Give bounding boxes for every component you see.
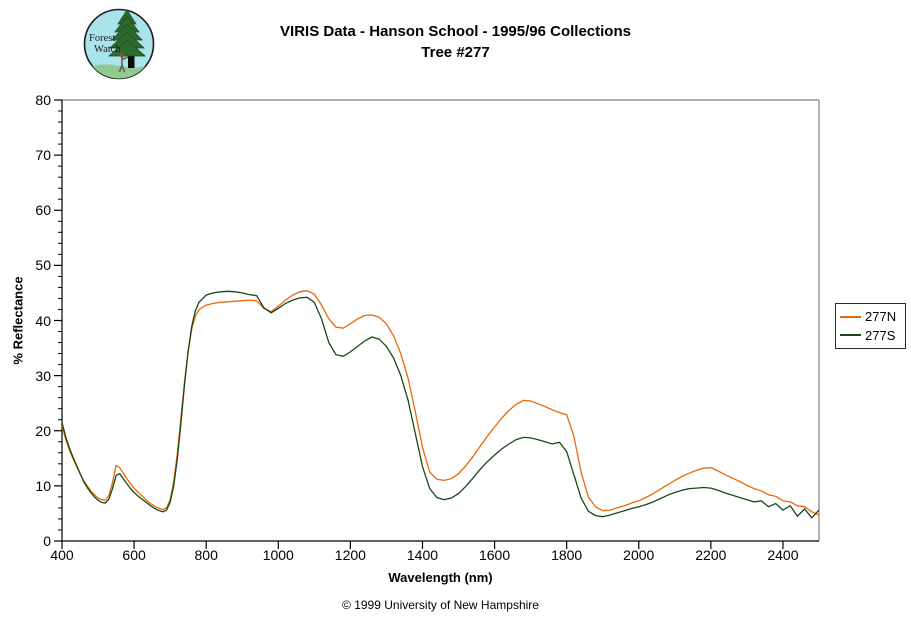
forest-watch-logo: Forest Watch xyxy=(82,6,156,82)
x-axis-title: Wavelength (nm) xyxy=(388,570,493,585)
copyright-text: © 1999 University of New Hampshire xyxy=(342,598,539,612)
y-tick-label: 70 xyxy=(35,147,51,164)
series-line-277n xyxy=(61,290,820,516)
y-tick-label: 40 xyxy=(35,312,51,329)
x-tick-label: 2200 xyxy=(695,547,727,563)
legend: 277N 277S xyxy=(835,303,906,349)
x-tick-label: 600 xyxy=(122,547,146,563)
legend-line-sample-277n xyxy=(840,315,861,318)
x-tick-label: 2000 xyxy=(623,547,655,563)
logo-text-watch: Watch xyxy=(94,44,121,55)
legend-label-277s: 277S xyxy=(865,327,896,343)
page-title-line2: Tree #277 xyxy=(421,44,490,61)
legend-item-277s: 277S xyxy=(836,329,905,342)
forest-watch-logo-image: Forest Watch xyxy=(83,8,155,80)
series-line-277s xyxy=(61,290,820,519)
x-tick-label: 1000 xyxy=(262,547,294,563)
logo-person xyxy=(118,52,129,73)
y-tick-label: 10 xyxy=(35,477,51,494)
logo-tree xyxy=(107,9,147,68)
y-tick-label: 50 xyxy=(35,257,51,274)
legend-line-sample-277s xyxy=(840,334,861,337)
legend-item-277n: 277N xyxy=(836,310,905,323)
y-tick-label: 60 xyxy=(35,202,51,219)
y-tick-label: 0 xyxy=(43,533,51,549)
x-tick-label: 1800 xyxy=(551,547,583,563)
x-tick-label: 1600 xyxy=(478,547,511,563)
legend-label-277n: 277N xyxy=(865,309,897,325)
x-tick-label: 800 xyxy=(194,547,218,563)
x-tick-label: 2400 xyxy=(767,547,799,563)
y-tick-label: 20 xyxy=(35,422,51,439)
logo-text-forest: Forest xyxy=(89,33,115,44)
x-tick-label: 400 xyxy=(50,547,74,563)
x-tick-label: 1200 xyxy=(334,547,366,563)
y-tick-label: 30 xyxy=(35,367,51,384)
page-title-line1: VIRIS Data - Hanson School - 1995/96 Col… xyxy=(280,23,631,40)
y-tick-label: 80 xyxy=(35,92,51,108)
x-tick-label: 1400 xyxy=(406,547,439,563)
